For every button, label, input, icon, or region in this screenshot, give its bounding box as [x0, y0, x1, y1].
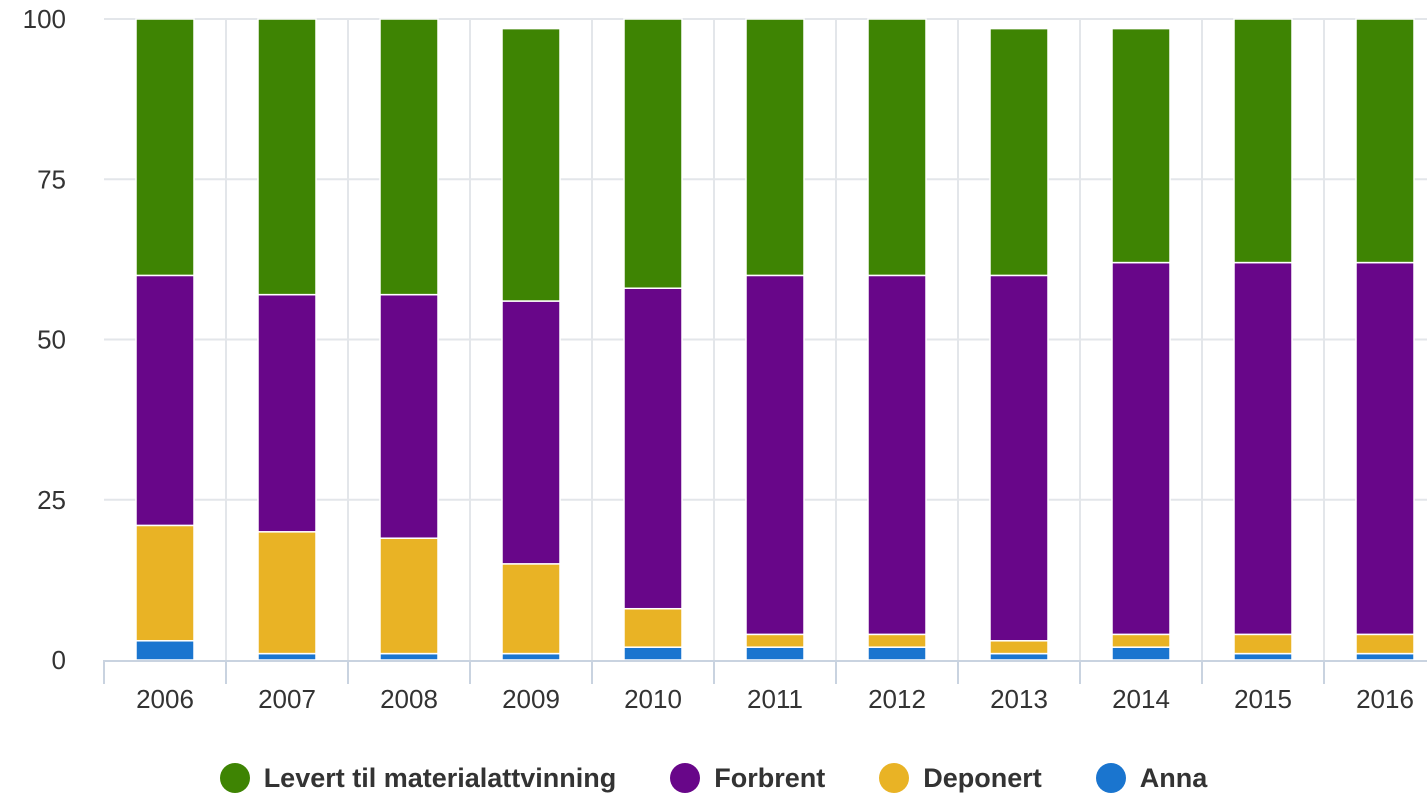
- bar-stack-2007: [258, 19, 316, 660]
- bar-segment-levert-til-materialattvinning-2012: [868, 19, 926, 275]
- bar-segment-levert-til-materialattvinning-2013: [990, 29, 1048, 276]
- legend-marker-icon: [879, 763, 909, 793]
- bar-segment-anna-2016: [1356, 654, 1414, 660]
- bar-segment-deponert-2013: [990, 641, 1048, 654]
- bar-segment-anna-2013: [990, 654, 1048, 660]
- x-tick-label: 2011: [747, 684, 803, 714]
- bar-segment-levert-til-materialattvinning-2006: [136, 19, 194, 275]
- bar-segment-deponert-2009: [502, 564, 560, 654]
- bar-segment-forbrent-2010: [624, 288, 682, 608]
- y-tick-label: 0: [52, 645, 66, 675]
- legend-item-forbrent[interactable]: Forbrent: [670, 763, 825, 794]
- bar-stack-2016: [1356, 19, 1414, 660]
- bar-stack-2010: [624, 19, 682, 660]
- bar-segment-levert-til-materialattvinning-2010: [624, 19, 682, 288]
- bar-segment-anna-2009: [502, 654, 560, 660]
- bar-segment-anna-2015: [1234, 654, 1292, 660]
- y-tick-label: 25: [37, 485, 66, 515]
- x-axis: 2006 2007 2008 2009 2010 2011 2012 2013 2014 2015…: [104, 660, 1427, 714]
- bar-segment-deponert-2012: [868, 634, 926, 647]
- legend-label: Forbrent: [714, 763, 825, 794]
- bar-stack-2012: [868, 19, 926, 660]
- bar-stack-2013: [990, 29, 1048, 660]
- legend: Levert til materialattvinning Forbrent Dep…: [0, 755, 1427, 801]
- bar-segment-levert-til-materialattvinning-2007: [258, 19, 316, 295]
- bar-segment-deponert-2006: [136, 525, 194, 640]
- bar-segment-forbrent-2007: [258, 295, 316, 532]
- bar-stack-2009: [502, 29, 560, 660]
- bar-segment-deponert-2007: [258, 532, 316, 654]
- bar-segment-deponert-2008: [380, 538, 438, 653]
- y-tick-label: 100: [23, 4, 66, 34]
- legend-item-levert-til-materialattvinning[interactable]: Levert til materialattvinning: [220, 763, 617, 794]
- x-tick-label: 2015: [1234, 684, 1292, 714]
- bar-segment-anna-2007: [258, 654, 316, 660]
- bar-segment-anna-2008: [380, 654, 438, 660]
- bar-segment-forbrent-2009: [502, 301, 560, 564]
- y-tick-label: 50: [37, 325, 66, 355]
- x-tick-label: 2016: [1356, 684, 1414, 714]
- bar-segment-deponert-2015: [1234, 634, 1292, 653]
- bar-segment-deponert-2010: [624, 609, 682, 647]
- legend-label: Anna: [1140, 763, 1208, 794]
- bar-segment-forbrent-2016: [1356, 263, 1414, 635]
- bar-segment-forbrent-2013: [990, 275, 1048, 640]
- bar-segment-levert-til-materialattvinning-2015: [1234, 19, 1292, 263]
- bar-segment-levert-til-materialattvinning-2016: [1356, 19, 1414, 263]
- bar-segment-anna-2010: [624, 647, 682, 660]
- legend-label: Levert til materialattvinning: [264, 763, 617, 794]
- bar-segment-anna-2012: [868, 647, 926, 660]
- bar-segment-levert-til-materialattvinning-2009: [502, 29, 560, 301]
- bar-stack-2011: [746, 19, 804, 660]
- legend-marker-icon: [1096, 763, 1126, 793]
- x-tick-label: 2012: [868, 684, 926, 714]
- y-tick-label: 75: [37, 164, 66, 194]
- x-tick-label: 2007: [258, 684, 316, 714]
- bar-segment-levert-til-materialattvinning-2008: [380, 19, 438, 295]
- bar-segment-levert-til-materialattvinning-2014: [1112, 29, 1170, 263]
- bar-segment-forbrent-2015: [1234, 263, 1292, 635]
- bar-stack-2008: [380, 19, 438, 660]
- bar-stack-2015: [1234, 19, 1292, 660]
- x-tick-label: 2006: [136, 684, 194, 714]
- bar-segment-forbrent-2011: [746, 275, 804, 634]
- y-axis-ticks: 0 25 50 75 100: [23, 4, 66, 675]
- bar-segment-anna-2011: [746, 647, 804, 660]
- bar-segment-levert-til-materialattvinning-2011: [746, 19, 804, 275]
- bar-segment-forbrent-2012: [868, 275, 926, 634]
- legend-marker-icon: [670, 763, 700, 793]
- legend-item-deponert[interactable]: Deponert: [879, 763, 1042, 794]
- bar-segment-deponert-2014: [1112, 634, 1170, 647]
- bar-segment-anna-2014: [1112, 647, 1170, 660]
- bar-stack-2006: [136, 19, 194, 660]
- legend-marker-icon: [220, 763, 250, 793]
- bar-segment-deponert-2016: [1356, 634, 1414, 653]
- legend-item-anna[interactable]: Anna: [1096, 763, 1208, 794]
- bar-segment-deponert-2011: [746, 634, 804, 647]
- x-tick-label: 2014: [1112, 684, 1170, 714]
- bar-segment-forbrent-2008: [380, 295, 438, 539]
- bar-segment-forbrent-2006: [136, 275, 194, 525]
- bar-stack-2014: [1112, 29, 1170, 660]
- x-tick-label: 2010: [624, 684, 682, 714]
- x-tick-label: 2008: [380, 684, 438, 714]
- x-tick-label: 2009: [502, 684, 560, 714]
- bar-segment-anna-2006: [136, 641, 194, 660]
- x-tick-label: 2013: [990, 684, 1048, 714]
- bar-segment-forbrent-2014: [1112, 263, 1170, 635]
- legend-label: Deponert: [923, 763, 1042, 794]
